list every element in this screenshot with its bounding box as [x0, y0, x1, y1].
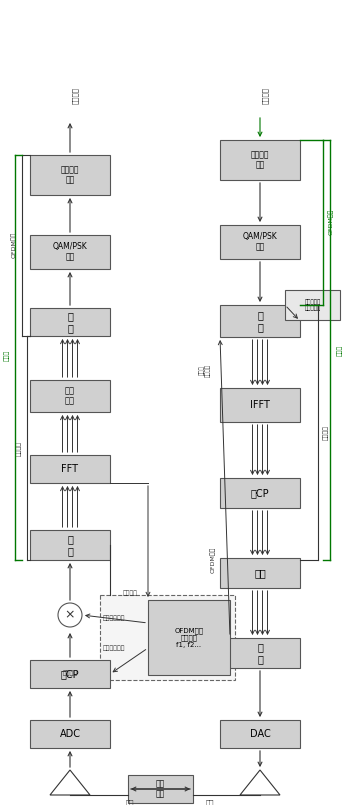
Text: OFDM信号: OFDM信号	[210, 547, 216, 573]
Bar	[100, 595, 235, 680]
Text: 频率参数选择: 频率参数选择	[103, 615, 126, 621]
Text: 并
串: 并 串	[257, 642, 263, 664]
Text: 信道
均衡: 信道 均衡	[65, 386, 75, 406]
Text: 自适应
调整参数: 自适应 调整参数	[199, 364, 211, 377]
Text: 接收端: 接收端	[4, 349, 10, 361]
Bar	[220, 720, 300, 748]
Text: OFDM信号: OFDM信号	[328, 208, 334, 235]
Text: QAM/PSK
解调: QAM/PSK 解调	[52, 242, 88, 262]
Bar	[220, 638, 300, 668]
Text: ADC: ADC	[60, 729, 80, 739]
Bar	[220, 225, 300, 259]
Bar	[220, 478, 300, 508]
Bar	[285, 290, 340, 320]
Text: ×: ×	[65, 609, 75, 621]
Text: IFFT: IFFT	[250, 400, 270, 410]
Text: 各子信道: 各子信道	[323, 424, 329, 440]
Text: 接收数据: 接收数据	[72, 86, 78, 104]
Text: 频率参数因子: 频率参数因子	[103, 645, 126, 650]
Text: 发送数据: 发送数据	[262, 86, 268, 104]
Text: OFDM信号: OFDM信号	[11, 232, 17, 258]
Text: 映射: 映射	[254, 568, 266, 578]
Bar	[220, 388, 300, 422]
Text: 发送: 发送	[206, 799, 214, 805]
Bar	[30, 380, 110, 412]
Text: 信道编码
组帧: 信道编码 组帧	[251, 151, 269, 170]
Bar	[148, 600, 230, 675]
Bar	[128, 775, 193, 803]
Text: 无线
信道: 无线 信道	[156, 779, 165, 799]
Text: 信道解码
解帧: 信道解码 解帧	[61, 165, 79, 184]
Text: 去CP: 去CP	[61, 669, 79, 679]
Text: 并
串: 并 串	[67, 312, 73, 332]
Bar	[220, 305, 300, 337]
Text: 串
并: 串 并	[257, 310, 263, 332]
Text: DAC: DAC	[250, 729, 270, 739]
Text: 频谱估计: 频谱估计	[123, 590, 138, 596]
Text: 发送端: 发送端	[337, 345, 343, 356]
Text: 自适应调整
自适应参数: 自适应调整 自适应参数	[304, 299, 321, 311]
Bar	[30, 455, 110, 483]
Text: 当前频段: 当前频段	[63, 671, 77, 675]
Bar	[220, 558, 300, 588]
Text: QAM/PSK
调制: QAM/PSK 调制	[243, 233, 277, 252]
Text: OFDM调制
解调单元
f1, f2...: OFDM调制 解调单元 f1, f2...	[174, 627, 204, 648]
Text: 各子信道: 各子信道	[16, 440, 22, 456]
Text: 接收: 接收	[126, 799, 134, 805]
Bar	[30, 660, 110, 688]
Bar	[30, 235, 110, 269]
Bar	[30, 308, 110, 336]
Bar	[30, 155, 110, 195]
Bar	[220, 140, 300, 180]
Text: 串
并: 串 并	[67, 535, 73, 555]
Text: FFT: FFT	[62, 464, 78, 474]
Bar	[30, 530, 110, 560]
Bar	[30, 720, 110, 748]
Text: 加CP: 加CP	[251, 488, 269, 498]
